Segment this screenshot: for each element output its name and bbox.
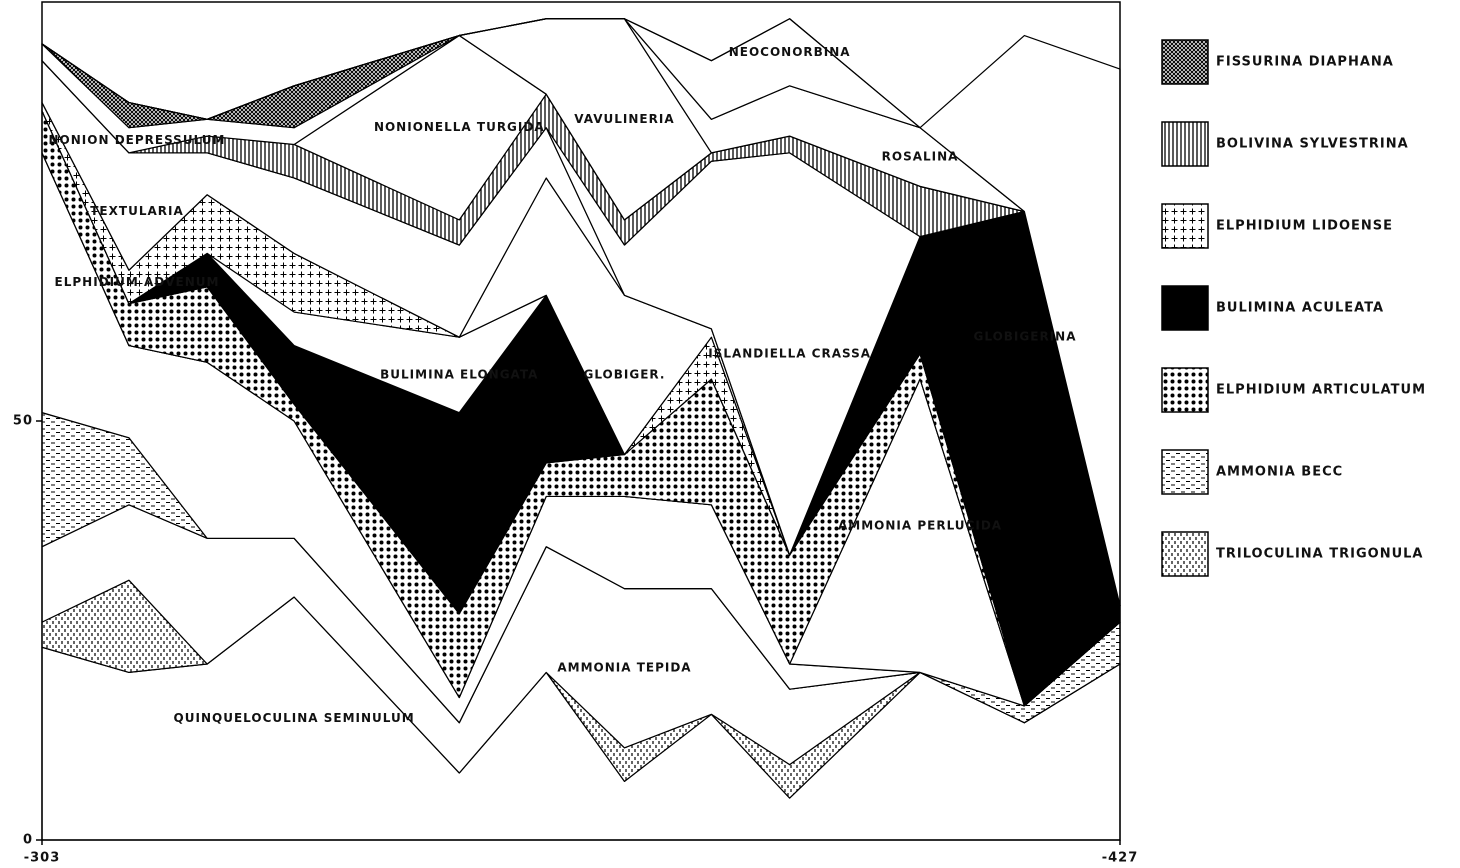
legend-label: ELPHIDIUM ARTICULATUM [1216, 383, 1426, 398]
area-label: QUINQUELOCULINA SEMINULUM [174, 711, 415, 725]
y-tick-label: 0 [23, 833, 33, 848]
legend-label: AMMONIA BECC [1216, 465, 1343, 480]
area-label: GLOBIGER. [583, 367, 665, 381]
legend-label: TRILOCULINA TRIGONULA [1216, 547, 1424, 562]
area-label: TEXTULARIA [90, 204, 184, 218]
legend-swatch [1161, 531, 1209, 577]
area-label: VAVULINERIA [574, 112, 674, 126]
area-label: AMMONIA TEPIDA [557, 661, 691, 675]
area-label: NEOCONORBINA [729, 45, 851, 59]
legend-swatch [1161, 121, 1209, 167]
legend-swatch [1161, 203, 1209, 249]
area-label: NONION DEPRESSULUM [49, 133, 226, 147]
legend-label: BOLIVINA SYLVESTRINA [1216, 137, 1409, 152]
legend-label: ELPHIDIUM LIDOENSE [1216, 219, 1393, 234]
legend-label: BULIMINA ACULEATA [1216, 301, 1384, 316]
area-label: BULIMINA ELONGATA [380, 367, 538, 381]
legend-swatch [1161, 449, 1209, 495]
area-label: ELPHIDIUM ADVENUM [55, 275, 220, 289]
legend-swatch [1161, 367, 1209, 413]
area-label: GLOBIGERINA [974, 330, 1077, 344]
x-tick-label: -303 [24, 851, 61, 866]
legend-label: FISSURINA DIAPHANA [1216, 55, 1394, 70]
legend-swatch [1161, 285, 1209, 331]
area-label: ISLANDIELLA CRASSA [708, 346, 871, 360]
area-label: ROSALINA [882, 150, 959, 164]
legend-swatch [1161, 39, 1209, 85]
area-label: NONIONELLA TURGIDA [374, 120, 545, 134]
x-tick-label: -427 [1102, 851, 1139, 866]
y-tick-label: 50 [13, 414, 33, 429]
area-label: AMMONIA PERLUCIDA [838, 518, 1002, 532]
